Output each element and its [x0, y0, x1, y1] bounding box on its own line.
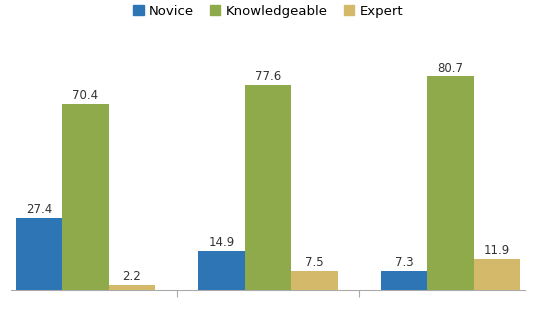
Bar: [291, 271, 338, 290]
Bar: [16, 218, 62, 290]
Bar: [109, 285, 155, 290]
Text: 70.4: 70.4: [72, 89, 99, 102]
Bar: [427, 76, 474, 290]
Text: 2.2: 2.2: [123, 270, 142, 283]
Text: 77.6: 77.6: [255, 70, 281, 83]
Text: 80.7: 80.7: [437, 62, 464, 75]
Bar: [474, 259, 520, 290]
Text: 27.4: 27.4: [26, 203, 52, 216]
Bar: [381, 271, 427, 290]
Text: 7.3: 7.3: [395, 256, 413, 269]
Text: 7.5: 7.5: [305, 256, 324, 269]
Text: 11.9: 11.9: [484, 244, 510, 257]
Bar: [198, 251, 245, 290]
Bar: [245, 85, 291, 290]
Legend: Novice, Knowledgeable, Expert: Novice, Knowledgeable, Expert: [128, 0, 408, 23]
Text: 14.9: 14.9: [209, 236, 235, 249]
Bar: [62, 104, 109, 290]
